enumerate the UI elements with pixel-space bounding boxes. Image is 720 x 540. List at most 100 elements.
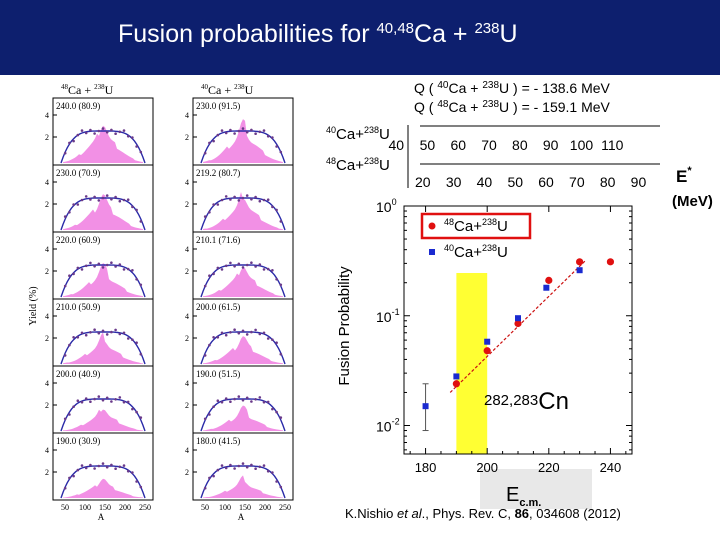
data-point [97, 464, 101, 468]
data-point [266, 400, 270, 404]
panel-y-tick-label: 4 [45, 446, 49, 455]
data-point [122, 400, 126, 404]
data-point [237, 331, 241, 335]
data-point [126, 135, 130, 138]
data-point [72, 272, 75, 276]
panel-y-tick-label: 4 [45, 245, 49, 254]
data-point [262, 400, 266, 404]
data-point [105, 396, 109, 400]
fusion-probability-chart: 100 10-1 10-2 180 200 220 240 Fusion Probabilit… [326, 125, 713, 509]
data-point [63, 284, 67, 288]
mass-panel: 2 4 200.0 (40.9) [45, 365, 154, 434]
legend-marker-48ca [428, 222, 436, 230]
fit-curve [60, 264, 146, 298]
data-point [262, 268, 266, 271]
mass-panel: 2 4 190.0 (30.9) [45, 432, 154, 501]
data-point [208, 211, 211, 214]
estar-tick-label: 110 [601, 137, 624, 153]
data-point [131, 471, 134, 474]
data-point-40ca [576, 267, 583, 274]
data-point [245, 396, 249, 400]
data-point [93, 328, 96, 331]
data-point [63, 486, 67, 490]
fit-curve [200, 130, 286, 164]
fission-fill-histogram [203, 405, 283, 431]
x-tick-label: 220 [538, 460, 560, 475]
data-point [224, 264, 228, 268]
fission-fill-histogram [63, 125, 143, 163]
data-point [254, 132, 257, 135]
data-point [266, 198, 270, 201]
fission-fill-histogram [63, 194, 143, 230]
data-point [245, 333, 249, 336]
fission-fill-histogram [203, 267, 283, 297]
legend-marker-40ca [429, 249, 435, 255]
data-point [262, 129, 266, 132]
data-point [241, 196, 245, 200]
data-point [135, 208, 138, 212]
y-tick-label: 10-2 [376, 417, 400, 435]
panel-energy-label: 190.0 (51.5) [196, 369, 240, 379]
x-tick-label: 180 [415, 460, 437, 475]
panel-y-tick-label: 2 [185, 200, 189, 209]
data-point [89, 463, 92, 467]
mass-x-tick-label: 150 [239, 503, 251, 512]
data-point [241, 329, 245, 333]
data-point-40ca [422, 403, 429, 410]
data-point [237, 262, 241, 266]
data-point [258, 263, 262, 266]
data-point [101, 398, 105, 402]
data-point [131, 338, 134, 342]
estar-tick-label: 90 [543, 137, 559, 153]
data-point [135, 410, 138, 414]
data-point [245, 194, 249, 197]
cn-band-label: 282,283Cn [484, 388, 569, 415]
data-point [101, 462, 105, 465]
data-point [126, 400, 130, 404]
data-point [250, 261, 253, 264]
data-point [114, 398, 117, 401]
estar-tick-label: 40 [389, 137, 405, 153]
data-point [72, 139, 75, 143]
estar-tick-label: 100 [570, 137, 594, 153]
data-point [139, 283, 143, 287]
mass-x-axis-label: A [238, 512, 245, 522]
data-point [266, 135, 270, 138]
data-point [212, 405, 215, 409]
data-point [105, 194, 109, 197]
data-point [241, 462, 245, 465]
mass-x-tick-label: 50 [61, 503, 69, 512]
fit-curve [200, 465, 286, 499]
fission-fill-histogram [203, 119, 283, 163]
estar-tick-label: 70 [481, 137, 497, 153]
data-point-40ca [543, 284, 550, 291]
mass-x-tick-label: 200 [259, 503, 271, 512]
mass-panel: 2 4 210.0 (50.9) [45, 298, 154, 367]
data-point [212, 474, 215, 478]
data-point [250, 330, 253, 334]
data-point [76, 468, 80, 472]
data-point [275, 410, 278, 414]
ecm-label-background [480, 469, 592, 509]
data-point [122, 464, 126, 467]
data-point [80, 400, 84, 404]
data-point [139, 352, 143, 356]
panel-y-tick-label: 4 [185, 245, 189, 254]
column-reaction-label: 40Ca + 238U [201, 83, 254, 97]
data-point [118, 396, 122, 399]
data-point [105, 130, 109, 134]
data-point [80, 198, 84, 202]
y-tick-label: 10-1 [376, 307, 400, 325]
data-point-48ca [483, 347, 491, 355]
data-point [63, 417, 67, 421]
panel-energy-label: 190.0 (30.9) [56, 436, 100, 446]
data-point [135, 480, 138, 483]
data-point-48ca [514, 319, 522, 328]
data-point-48ca [606, 258, 615, 266]
data-point [245, 465, 249, 469]
data-point [224, 333, 228, 337]
data-point [241, 398, 245, 402]
mass-x-tick-label: 250 [139, 503, 151, 512]
data-point [254, 265, 257, 268]
data-point [80, 331, 84, 335]
